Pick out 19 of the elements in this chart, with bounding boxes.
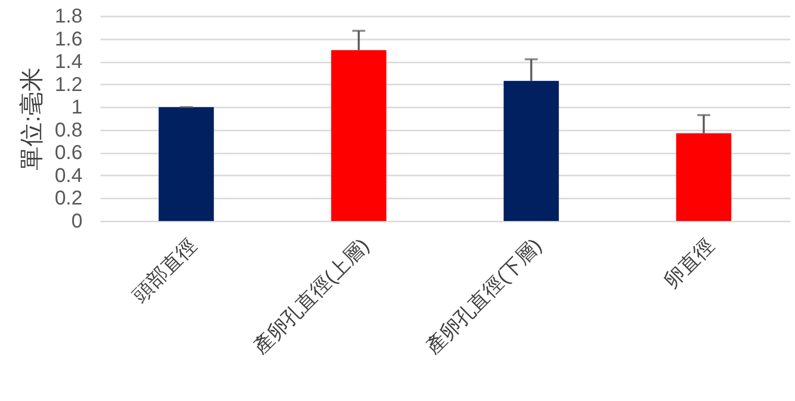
y-tick-label: 1.4 [54,51,82,74]
x-tick-label: 產卵孔直徑(下層) [422,234,546,359]
x-tick-label: 頭部直徑 [128,234,202,307]
x-tick-label: 產卵孔直徑(上層) [250,234,374,359]
y-tick-label: 0 [71,210,82,232]
y-tick-label: 0.6 [54,142,82,164]
y-tick-label: 0.4 [54,164,82,187]
x-tick-label: 卵直徑 [660,234,719,293]
y-axis-title: 單位:毫米 [18,68,46,170]
bar [158,107,214,221]
bar [504,80,559,221]
y-tick-label: 0.8 [54,119,82,142]
y-tick-label: 1.6 [54,28,82,50]
bar [676,133,732,221]
y-tick-label: 0.2 [54,188,82,210]
y-tick-label: 1.2 [54,74,82,96]
y-tick-label: 1 [71,96,82,119]
y-tick-label: 1.8 [54,6,82,28]
bar [331,50,386,221]
